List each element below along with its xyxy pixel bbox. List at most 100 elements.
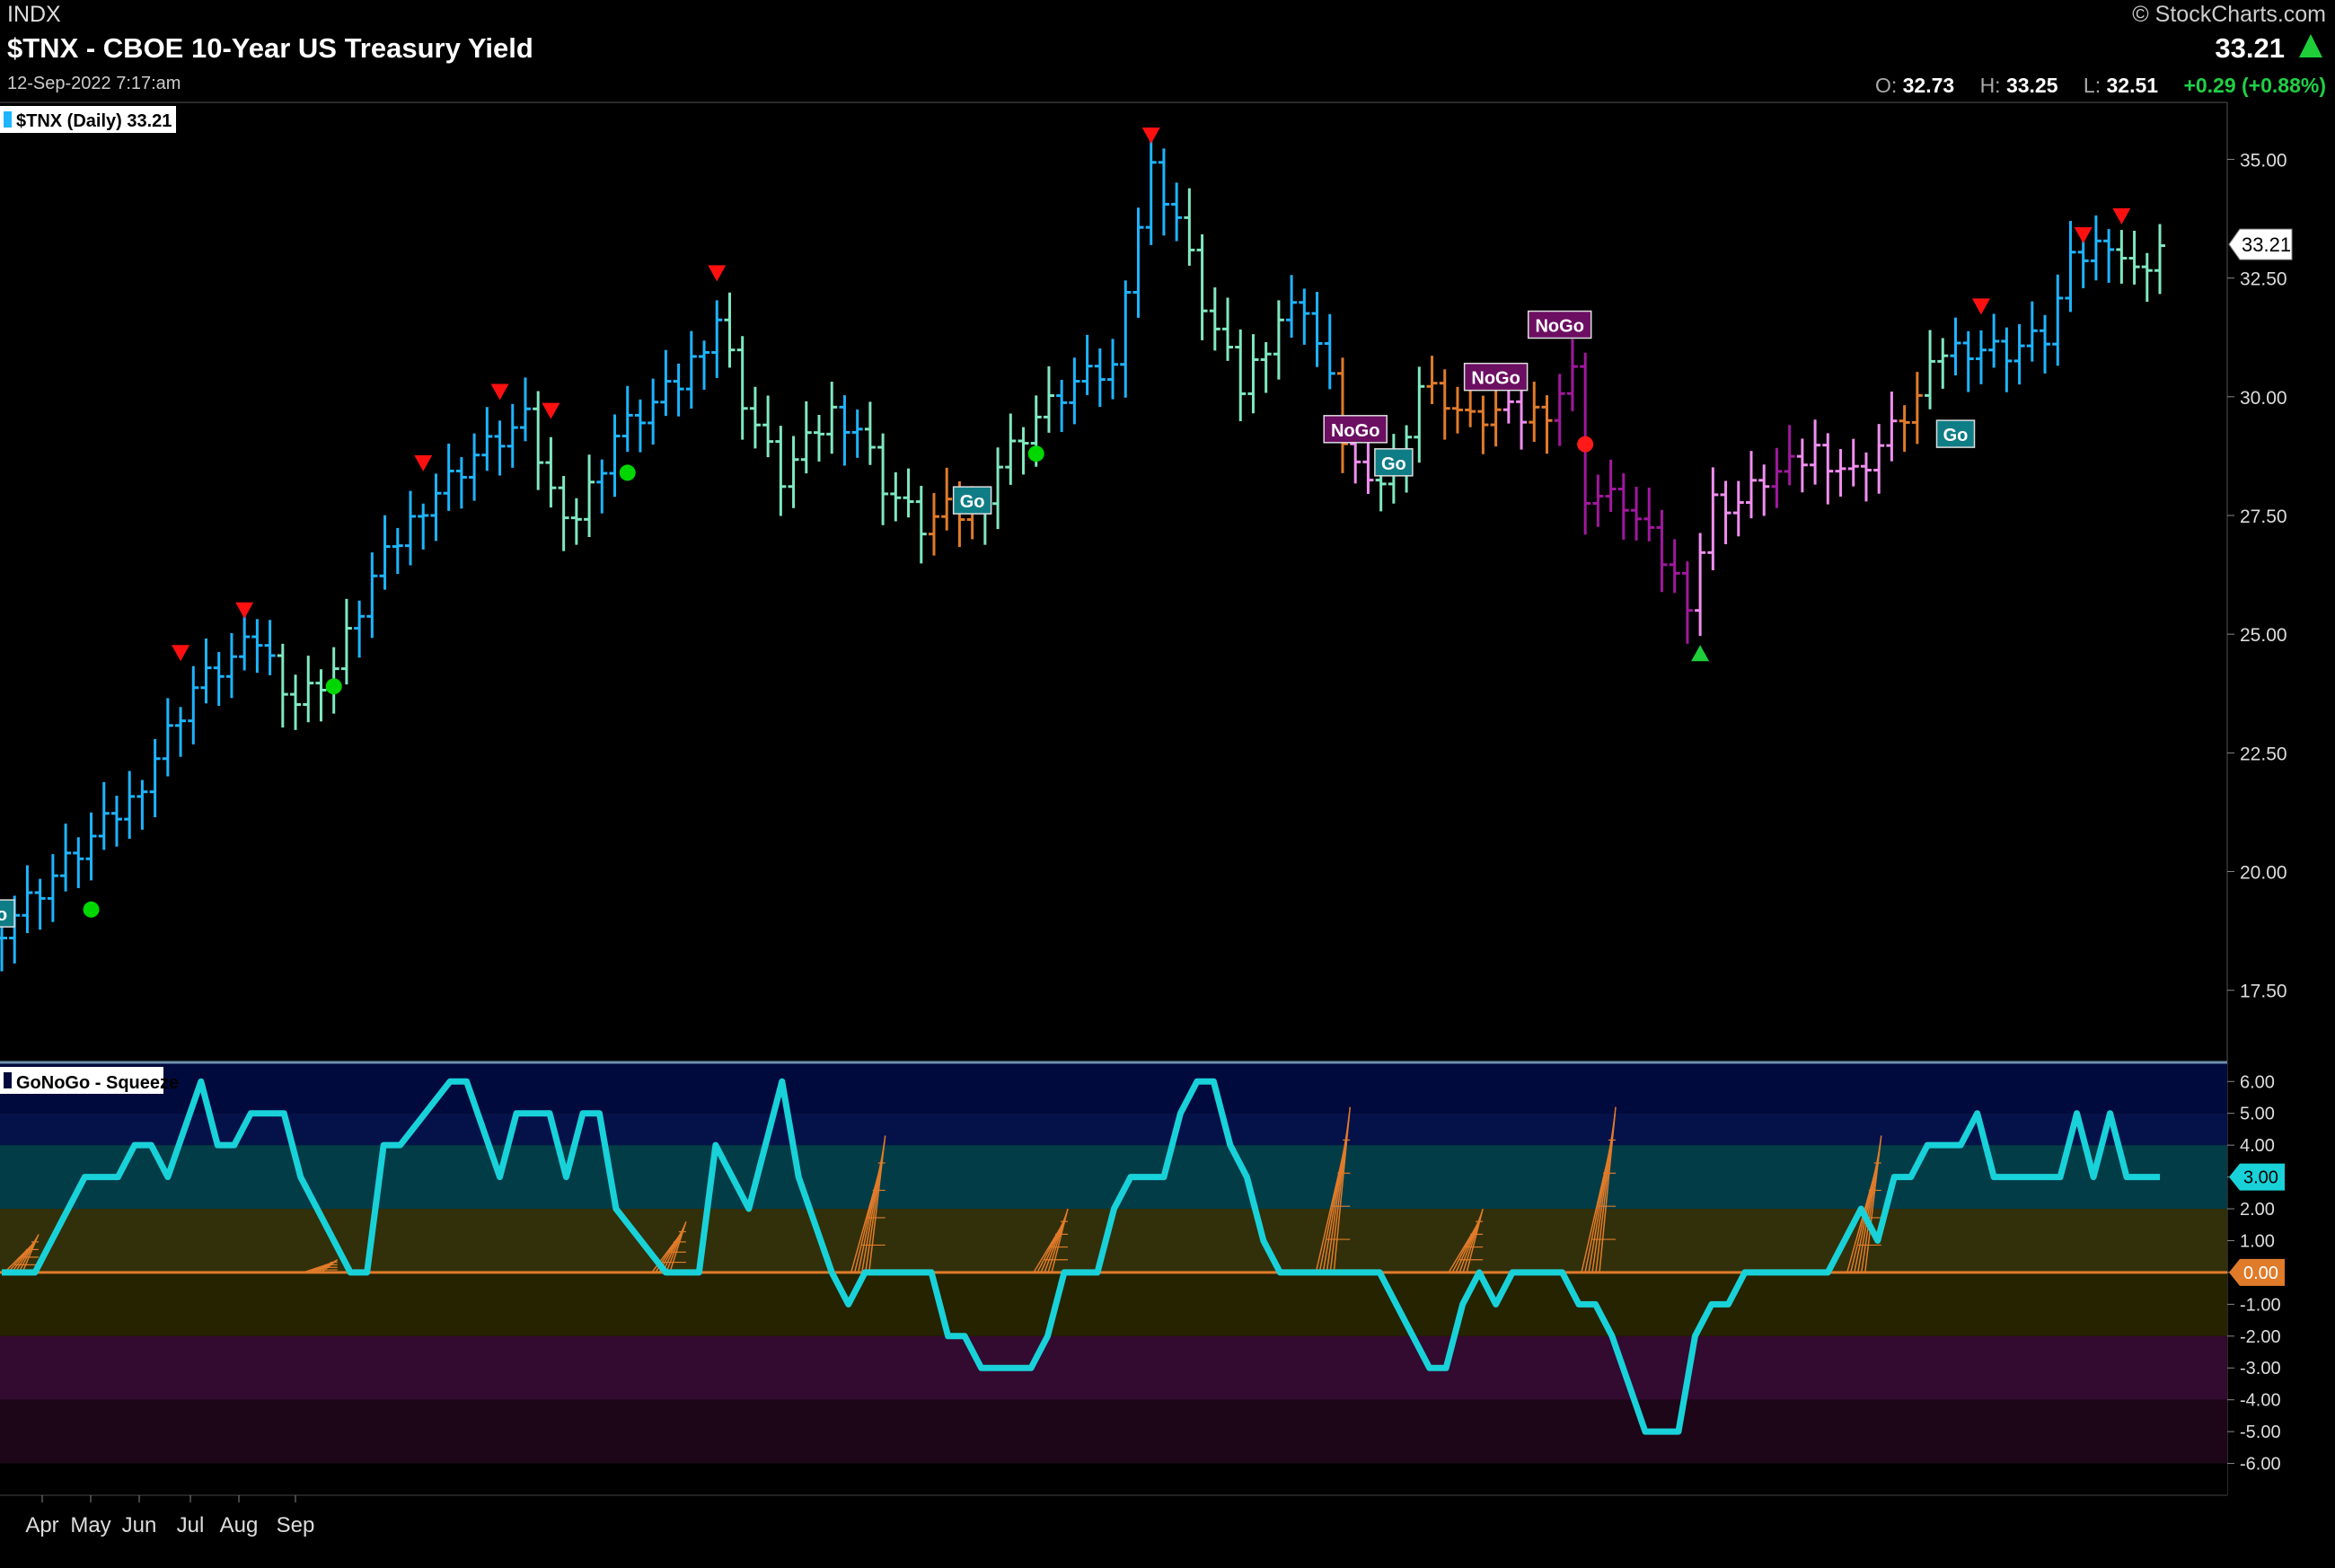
nogo-trend-circle xyxy=(1577,436,1594,453)
ohlc-bar xyxy=(1566,339,1578,411)
ohlc-bar xyxy=(2116,230,2128,284)
oscillator-axis-tick-label: -3.00 xyxy=(2240,1359,2281,1379)
ohlc-bar xyxy=(1669,539,1680,594)
watermark: © StockCharts.com xyxy=(2132,2,2326,27)
ohlc-readout: O: 32.73 H: 33.25 L: 32.51 +0.29 (+0.88%… xyxy=(1875,74,2326,98)
ohlc-bar xyxy=(1911,372,1923,445)
ohlc-bar xyxy=(1822,433,1834,505)
down-triangle-icon xyxy=(2074,227,2093,244)
price-axis-tick-label: 30.00 xyxy=(2240,388,2287,409)
ohlc-bar xyxy=(225,632,237,699)
oscillator-last-value-text: 3.00 xyxy=(2243,1168,2278,1188)
down-triangle-icon xyxy=(235,602,254,619)
ohlc-bar xyxy=(430,473,442,542)
ohlc-bar xyxy=(60,824,72,892)
ohlc-bar xyxy=(1273,300,1284,380)
ohlc-bar xyxy=(673,363,684,417)
ohlc-bar xyxy=(22,865,33,933)
ohlc-bar xyxy=(73,837,84,888)
ohlc-bar xyxy=(481,407,493,471)
ohlc-bar xyxy=(634,399,646,453)
ohlc-bar xyxy=(1899,405,1910,453)
down-triangle-icon xyxy=(1141,128,1160,145)
exchange-label: INDX xyxy=(7,2,61,27)
down-triangle-icon xyxy=(542,402,560,419)
ohlc-bar xyxy=(137,780,148,830)
x-axis-month-label: Apr xyxy=(25,1513,58,1537)
squeeze-spike xyxy=(1315,1106,1352,1273)
nogo-label: NoGo xyxy=(1527,310,1592,339)
squeeze-spike-line xyxy=(669,1220,687,1273)
x-axis-month-label: Aug xyxy=(220,1513,259,1537)
signal-label-text: Go xyxy=(1381,454,1406,474)
oscillator-band xyxy=(0,1463,2227,1495)
timestamp: 12-Sep-2022 7:17:am xyxy=(7,74,181,93)
ohlc-bar xyxy=(2128,230,2140,285)
signal-label-box xyxy=(1374,448,1414,477)
squeeze-spike xyxy=(1448,1208,1484,1273)
ohlc-bar xyxy=(1784,425,1795,486)
ohlc-bar xyxy=(1286,275,1298,338)
open-label: O: xyxy=(1874,74,1898,97)
oscillator-axis-tick-label: -5.00 xyxy=(2240,1423,2281,1442)
ohlc-bar xyxy=(609,414,621,498)
ohlc-bar xyxy=(685,330,697,410)
squeeze-spike-line xyxy=(1864,1135,1882,1273)
ohlc-bar xyxy=(648,378,659,445)
ohlc-bar xyxy=(1209,286,1220,351)
ohlc-bar xyxy=(2141,252,2153,303)
oscillator-band xyxy=(0,1145,2227,1210)
ohlc-bar xyxy=(699,340,710,390)
ohlc-bar xyxy=(98,781,110,850)
oscillator-panel-title-box xyxy=(0,1067,163,1094)
ohlc-bar xyxy=(1758,464,1770,516)
ohlc-bar xyxy=(621,385,633,453)
high-value: 33.25 xyxy=(2005,74,2058,97)
ohlc-bar xyxy=(1707,467,1719,571)
ohlc-bar xyxy=(354,600,366,658)
ohlc-bar xyxy=(558,476,569,551)
ohlc-bar xyxy=(941,467,953,531)
squeeze-spike xyxy=(1033,1208,1069,1273)
ohlc-bar xyxy=(1950,317,1961,376)
squeeze-spike xyxy=(1581,1106,1617,1273)
signal-label-text: Go xyxy=(960,492,985,512)
ohlc-bar xyxy=(2077,234,2089,288)
ohlc-bar xyxy=(1529,381,1540,443)
squeeze-spike-line xyxy=(1466,1208,1484,1273)
ohlc-bar xyxy=(1439,369,1450,440)
ohlc-bar xyxy=(1681,561,1693,644)
ohlc-bar xyxy=(839,395,850,466)
price-axis-tick-label: 27.50 xyxy=(2240,507,2287,527)
zero-value-tag xyxy=(2229,1258,2285,1286)
oscillator-axis-tick-label: -4.00 xyxy=(2240,1391,2281,1411)
ohlc-bar xyxy=(1835,449,1846,497)
ohlc-bar xyxy=(519,377,531,442)
ohlc-bar xyxy=(2103,229,2115,283)
ohlc-bar xyxy=(864,401,876,465)
price-axis-tick-label: 25.00 xyxy=(2240,625,2287,646)
ohlc-bar xyxy=(1975,330,1987,384)
ohlc-bar xyxy=(175,707,187,757)
ohlc-bar xyxy=(1516,383,1528,450)
ohlc-bar xyxy=(264,620,276,675)
oscillator-axis-tick-label: -6.00 xyxy=(2240,1455,2281,1475)
ohlc-bar xyxy=(1120,280,1132,398)
ohlc-bar xyxy=(1886,392,1898,462)
ohlc-bar xyxy=(110,796,122,847)
signal-label-box xyxy=(1935,419,1976,448)
ohlc-bar xyxy=(340,598,352,685)
ohlc-bar xyxy=(1937,338,1949,389)
ohlc-bar xyxy=(711,300,723,378)
signal-label-box xyxy=(1463,362,1529,392)
ohlc-bar xyxy=(1592,474,1604,527)
price-axis-tick-label: 32.50 xyxy=(2240,269,2287,290)
go-label: Go xyxy=(1935,419,1976,448)
ohlc-bar xyxy=(2154,224,2165,295)
open-value: 32.73 xyxy=(1902,74,1955,97)
ohlc-bar xyxy=(0,926,7,972)
price-axis-tick-label: 22.50 xyxy=(2240,744,2287,764)
signal-label-text: o xyxy=(0,905,7,925)
ohlc-bar xyxy=(2052,274,2064,366)
go-trend-circle xyxy=(619,464,636,481)
